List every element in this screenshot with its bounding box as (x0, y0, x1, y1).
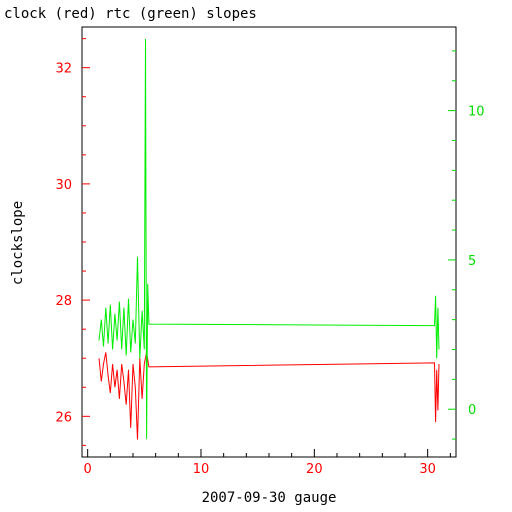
series-lines (98, 38, 440, 440)
clock-red-series-line (98, 352, 440, 440)
x-tick-label: 30 (419, 462, 436, 477)
y-right-tick-label: 5 (468, 254, 476, 269)
plot-frame (81, 26, 457, 458)
x-tick-label: 20 (306, 462, 323, 477)
y-right-tick-label: 10 (468, 105, 485, 120)
y-axis-label: clockslope (10, 201, 26, 285)
x-tick-label: 0 (84, 462, 92, 477)
rtc-green-series-line (98, 38, 440, 440)
y-left-tick-label: 32 (55, 62, 72, 77)
x-tick-label: 10 (193, 462, 210, 477)
y-left-tick-label: 30 (55, 178, 72, 193)
y-right-tick-label: 0 (468, 403, 476, 418)
x-axis-label: 2007-09-30 gauge (202, 490, 337, 506)
y-left-tick-label: 28 (55, 294, 72, 309)
axis-ticks: 0 10 20 30 26 28 30 32 0 5 10 (55, 38, 485, 477)
y-left-tick-label: 26 (55, 410, 72, 425)
chart-title: clock (red) rtc (green) slopes (4, 6, 257, 22)
